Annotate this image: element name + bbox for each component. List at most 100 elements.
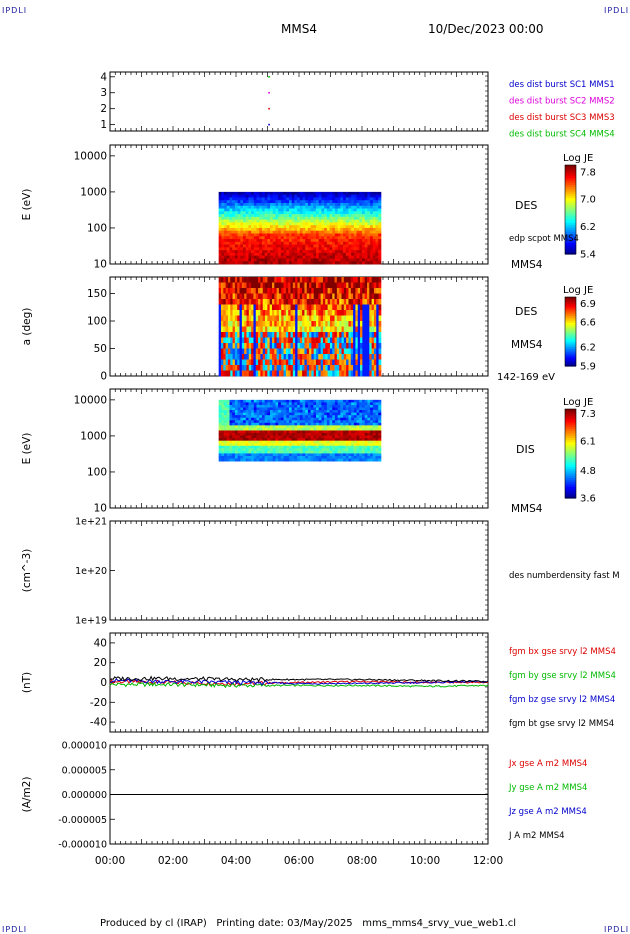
des-energy-cell [272, 258, 276, 262]
des-energy-cell [305, 222, 309, 226]
des-energy-cell [264, 211, 268, 215]
dis-energy-cell [248, 417, 252, 421]
des-pitch-cell [357, 343, 361, 349]
dis-energy-cell [272, 438, 276, 442]
des-energy-cell [256, 230, 260, 234]
des-pitch-cell [360, 326, 363, 333]
des-pitch-cell [285, 277, 289, 283]
des-energy-cell [245, 214, 249, 218]
des-energy-cell [329, 222, 333, 226]
dis-energy-cell [256, 427, 260, 431]
des-energy-cell [307, 222, 312, 226]
dis-energy-cell [267, 443, 271, 447]
des-energy-cell [267, 244, 271, 248]
dis-energy-cell [280, 438, 284, 442]
des-energy-cell [351, 200, 355, 204]
des-pitch-cell [297, 332, 301, 338]
des-energy-cell [321, 233, 325, 237]
des-energy-cell [286, 247, 290, 251]
dis-energy-cell [316, 443, 320, 447]
des-energy-cell [264, 205, 268, 209]
des-energy-cell [329, 197, 333, 201]
dis-energy-cell [370, 450, 374, 454]
des-energy-cell [364, 241, 368, 245]
dis-energy-cell [234, 443, 239, 447]
dis-energy-cell [332, 422, 336, 426]
des-energy-cell [324, 202, 328, 207]
des-pitch-cell [234, 354, 238, 360]
dis-energy-cell [318, 450, 322, 454]
des-energy-cell [224, 233, 228, 237]
dis-energy-cell [243, 425, 247, 429]
des-pitch-cell [348, 288, 352, 294]
des-pitch-cell [378, 277, 382, 283]
des-pitch-cell [357, 293, 361, 300]
dis-energy-cell [224, 427, 228, 431]
des-pitch-cell [322, 348, 326, 355]
dis-energy-cell [240, 425, 244, 429]
dis-energy-cell [332, 399, 336, 403]
dis-energy-cell [348, 450, 352, 454]
dis-energy-cell [299, 450, 303, 454]
des-energy-cell [364, 216, 368, 221]
des-energy-cell [302, 194, 306, 198]
dis-energy-cell [307, 407, 312, 411]
des-pitch-cell [220, 293, 224, 300]
dis-energy-cell [270, 410, 274, 414]
dis-energy-cell [286, 404, 290, 408]
des-pitch-cell [360, 332, 363, 338]
des-pitch-cell [251, 282, 254, 289]
des-energy-cell [288, 200, 293, 204]
des-pitch-cell [297, 321, 301, 327]
des-pitch-panel-y-tick-label: 150 [87, 288, 107, 300]
des-pitch-cell [360, 354, 363, 360]
dis-energy-cell [294, 430, 298, 434]
dis-energy-cell [361, 420, 366, 424]
des-energy-cell [375, 222, 379, 226]
des-energy-cell [316, 244, 320, 248]
des-energy-cell [259, 241, 263, 245]
dis-energy-cell [245, 448, 249, 452]
dis-energy-cell [297, 445, 301, 449]
des-pitch-cell [334, 337, 338, 344]
des-energy-cell [278, 244, 282, 248]
des-energy-cell [359, 261, 363, 265]
des-pitch-cell [357, 332, 361, 338]
dis-energy-cell [343, 402, 347, 406]
des-pitch-cell [373, 288, 377, 294]
des-energy-cell [243, 194, 247, 198]
dis-energy-cell [307, 415, 312, 419]
dis-energy-cell [340, 430, 344, 434]
dis-energy-cell [237, 402, 241, 406]
des-energy-cell [321, 194, 325, 198]
des-pitch-cell [262, 354, 266, 360]
des-energy-cell [226, 214, 230, 218]
dis-energy-cell [316, 438, 320, 442]
dis-energy-cell [329, 455, 333, 459]
des-energy-label: edp scpot MMS4 [509, 234, 579, 244]
dis-energy-cell [316, 430, 320, 434]
dis-energy-cell [259, 417, 263, 421]
des-energy-cell [305, 205, 309, 209]
dis-energy-cell [370, 453, 374, 457]
dis-energy-cell [229, 443, 233, 447]
des-pitch-cell [332, 288, 335, 294]
des-energy-cell [318, 250, 322, 254]
des-energy-cell [340, 250, 344, 254]
des-pitch-cell [255, 332, 259, 338]
dis-energy-cell [264, 399, 268, 403]
des-energy-cell [356, 250, 360, 254]
des-energy-cell [240, 227, 244, 232]
dis-energy-cell [229, 404, 233, 408]
des-pitch-cell [304, 293, 308, 300]
des-pitch-cell [267, 332, 271, 338]
des-pitch-cell [318, 304, 322, 311]
des-energy-cell [275, 255, 279, 259]
des-pitch-cell [285, 288, 289, 294]
des-pitch-cell [276, 293, 280, 300]
des-pitch-cell [336, 299, 340, 305]
dis-energy-cell [324, 417, 328, 421]
dis-energy-cell [348, 427, 352, 431]
des-pitch-cell [362, 288, 366, 294]
dis-energy-cell [334, 399, 339, 403]
